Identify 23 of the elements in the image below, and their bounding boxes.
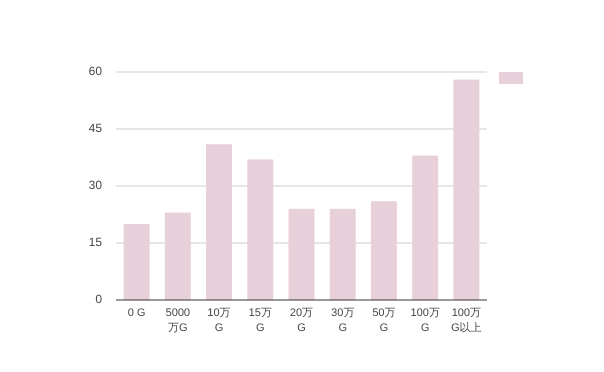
bar [164,212,191,300]
bar [124,224,150,300]
x-tick-label: 15万 G [248,306,273,336]
y-tick-label: 60 [88,64,102,78]
bar [453,80,480,300]
y-tick-label: 0 [94,292,102,306]
bar [330,208,356,300]
bar [412,156,438,300]
x-tick-label: 10万 G [206,306,232,336]
y-tick-label: 30 [88,178,102,192]
bar [288,208,314,300]
x-tick-label: 100万G以上 [450,306,482,336]
bar [247,159,274,300]
bar [206,144,232,300]
y-tick-label: 15 [88,235,102,249]
x-tick-label: 100万G [409,306,441,336]
x-tick-label: 50万 G [371,306,397,336]
bar [370,201,397,300]
x-tick-label: 0 G [126,306,146,321]
x-tick-label: 5000万G [164,306,192,336]
y-tick-label: 45 [88,121,102,135]
x-tick-label: 20万 G [288,306,314,336]
x-tick-label: 30万 G [330,306,356,336]
